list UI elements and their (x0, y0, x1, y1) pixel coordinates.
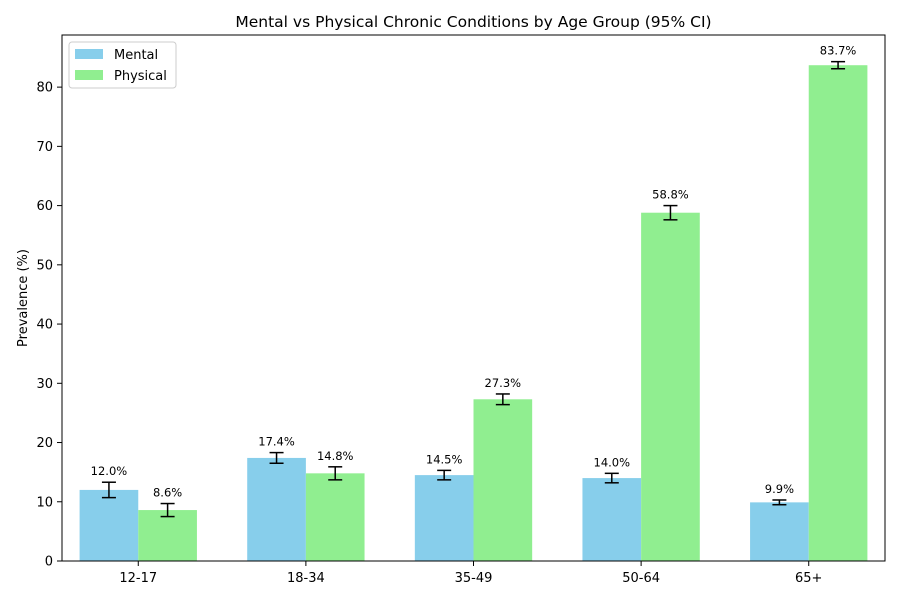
data-label-physical-65+: 83.7% (820, 44, 857, 58)
bar-physical-18-34 (305, 473, 365, 561)
data-label-mental-18-34: 17.4% (258, 435, 295, 449)
x-tick-label: 35-49 (455, 571, 493, 586)
legend-swatch-mental (75, 49, 103, 59)
y-tick-label: 60 (36, 199, 53, 214)
error-bar-mental-65+ (772, 499, 787, 506)
x-tick-label: 65+ (795, 571, 822, 586)
bars-layer (79, 65, 868, 561)
y-tick-label: 80 (36, 81, 53, 96)
error-bar-physical-12-17 (160, 502, 175, 518)
data-label-physical-12-17: 8.6% (153, 486, 182, 500)
error-bar-physical-50-64 (663, 204, 678, 221)
y-tick-label: 40 (36, 318, 53, 333)
x-tick-label: 50-64 (622, 571, 660, 586)
y-tick-label: 0 (45, 555, 53, 570)
y-tick-label: 70 (36, 140, 53, 155)
data-label-mental-50-64: 14.0% (594, 455, 631, 469)
legend-label-mental: Mental (114, 48, 158, 63)
error-bar-mental-18-34 (269, 451, 284, 465)
error-bar-mental-35-49 (437, 469, 452, 481)
bar-physical-35-49 (473, 399, 533, 561)
legend: Mental Physical (68, 41, 177, 89)
data-label-physical-50-64: 58.8% (652, 188, 689, 202)
x-tick-label: 18-34 (287, 571, 325, 586)
y-tick-label: 30 (36, 377, 53, 392)
bar-mental-35-49 (414, 475, 474, 561)
error-bar-physical-65+ (831, 60, 846, 70)
data-labels-layer: 12.0% 17.4% 14.5% 14.0% 9.9% 8.6% 14.8% 27.3% 58… (91, 44, 857, 500)
error-bar-mental-50-64 (604, 472, 619, 484)
bar-physical-12-17 (138, 510, 197, 561)
data-label-mental-12-17: 12.0% (91, 464, 128, 478)
chart-title: Mental vs Physical Chronic Conditions by… (235, 13, 711, 31)
error-bar-physical-35-49 (495, 393, 510, 406)
bar-physical-65+ (808, 65, 868, 561)
y-tick-label: 10 (36, 495, 53, 510)
bar-physical-50-64 (641, 212, 700, 561)
legend-swatch-physical (75, 70, 103, 80)
bar-mental-65+ (750, 502, 809, 561)
y-tick-label: 20 (36, 436, 53, 451)
y-axis-label: Prevalence (%) (16, 249, 31, 347)
data-label-physical-18-34: 14.8% (317, 449, 354, 463)
x-tick-label: 12-17 (119, 571, 157, 586)
bar-mental-12-17 (79, 489, 139, 561)
data-label-physical-35-49: 27.3% (485, 376, 522, 390)
error-bar-physical-18-34 (328, 466, 343, 481)
axes-layer: 0 10 20 30 40 50 60 70 80 12-17 18-34 35-49 50-64 65+ (36, 34, 886, 586)
legend-label-physical: Physical (114, 69, 167, 84)
data-label-mental-65+: 9.9% (765, 482, 794, 496)
error-bars-layer (101, 60, 846, 518)
bar-mental-18-34 (247, 457, 306, 561)
error-bar-mental-12-17 (101, 481, 116, 499)
y-tick-label: 50 (36, 258, 53, 273)
data-label-mental-35-49: 14.5% (426, 452, 463, 466)
bar-mental-50-64 (582, 478, 642, 561)
